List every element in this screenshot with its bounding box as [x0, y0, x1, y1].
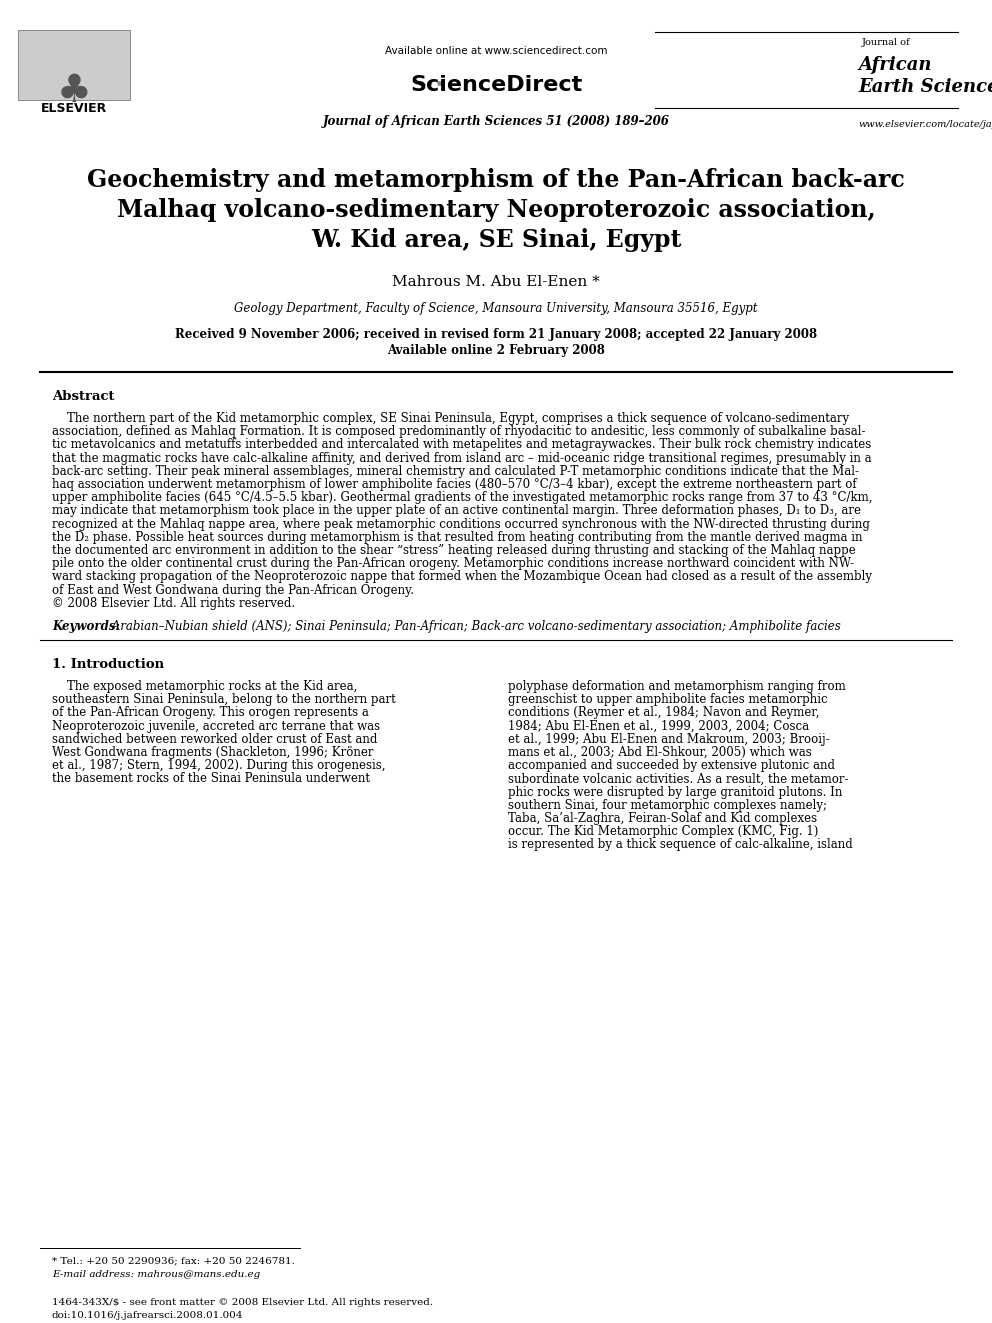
Text: may indicate that metamorphism took place in the upper plate of an active contin: may indicate that metamorphism took plac…: [52, 504, 861, 517]
Text: polyphase deformation and metamorphism ranging from: polyphase deformation and metamorphism r…: [508, 680, 846, 693]
Text: et al., 1987; Stern, 1994, 2002). During this orogenesis,: et al., 1987; Stern, 1994, 2002). During…: [52, 759, 386, 773]
Text: of East and West Gondwana during the Pan-African Orogeny.: of East and West Gondwana during the Pan…: [52, 583, 414, 597]
Text: ELSEVIER: ELSEVIER: [41, 102, 107, 115]
Text: 1984; Abu El-Enen et al., 1999, 2003, 2004; Cosca: 1984; Abu El-Enen et al., 1999, 2003, 20…: [508, 720, 809, 733]
Text: haq association underwent metamorphism of lower amphibolite facies (480–570 °C/3: haq association underwent metamorphism o…: [52, 478, 857, 491]
Text: greenschist to upper amphibolite facies metamorphic: greenschist to upper amphibolite facies …: [508, 693, 827, 706]
Text: Geochemistry and metamorphism of the Pan-African back-arc: Geochemistry and metamorphism of the Pan…: [87, 168, 905, 192]
Text: is represented by a thick sequence of calc-alkaline, island: is represented by a thick sequence of ca…: [508, 839, 853, 852]
FancyBboxPatch shape: [18, 30, 130, 101]
Text: Abstract: Abstract: [52, 390, 114, 404]
Text: phic rocks were disrupted by large granitoid plutons. In: phic rocks were disrupted by large grani…: [508, 786, 842, 799]
Text: southern Sinai, four metamorphic complexes namely;: southern Sinai, four metamorphic complex…: [508, 799, 827, 812]
Text: conditions (Reymer et al., 1984; Navon and Reymer,: conditions (Reymer et al., 1984; Navon a…: [508, 706, 819, 720]
Text: ward stacking propagation of the Neoproterozoic nappe that formed when the Mozam: ward stacking propagation of the Neoprot…: [52, 570, 872, 583]
Text: The northern part of the Kid metamorphic complex, SE Sinai Peninsula, Egypt, com: The northern part of the Kid metamorphic…: [52, 411, 849, 425]
Text: back-arc setting. Their peak mineral assemblages, mineral chemistry and calculat: back-arc setting. Their peak mineral ass…: [52, 464, 859, 478]
Text: Malhaq volcano-sedimentary Neoproterozoic association,: Malhaq volcano-sedimentary Neoproterozoi…: [117, 198, 875, 222]
Text: upper amphibolite facies (645 °C/4.5–5.5 kbar). Geothermal gradients of the inve: upper amphibolite facies (645 °C/4.5–5.5…: [52, 491, 873, 504]
Text: The exposed metamorphic rocks at the Kid area,: The exposed metamorphic rocks at the Kid…: [52, 680, 357, 693]
Text: Earth Sciences: Earth Sciences: [858, 78, 992, 97]
Text: southeastern Sinai Peninsula, belong to the northern part: southeastern Sinai Peninsula, belong to …: [52, 693, 396, 706]
Text: subordinate volcanic activities. As a result, the metamor-: subordinate volcanic activities. As a re…: [508, 773, 848, 786]
Text: African: African: [858, 56, 931, 74]
Text: sandwiched between reworked older crust of East and: sandwiched between reworked older crust …: [52, 733, 377, 746]
Text: the D₂ phase. Possible heat sources during metamorphism is that resulted from he: the D₂ phase. Possible heat sources duri…: [52, 531, 862, 544]
Text: West Gondwana fragments (Shackleton, 1996; Kröner: West Gondwana fragments (Shackleton, 199…: [52, 746, 374, 759]
Text: •••: •••: [416, 75, 444, 94]
Text: E-mail address: mahrous@mans.edu.eg: E-mail address: mahrous@mans.edu.eg: [52, 1270, 260, 1279]
Text: Mahrous M. Abu El-Enen *: Mahrous M. Abu El-Enen *: [392, 275, 600, 288]
Text: association, defined as Mahlaq Formation. It is composed predominantly of rhyoda: association, defined as Mahlaq Formation…: [52, 425, 865, 438]
Text: et al., 1999; Abu El-Enen and Makroum, 2003; Brooij-: et al., 1999; Abu El-Enen and Makroum, 2…: [508, 733, 829, 746]
Text: Available online 2 February 2008: Available online 2 February 2008: [387, 344, 605, 357]
Text: recognized at the Mahlaq nappe area, where peak metamorphic conditions occurred : recognized at the Mahlaq nappe area, whe…: [52, 517, 870, 531]
Text: Received 9 November 2006; received in revised form 21 January 2008; accepted 22 : Received 9 November 2006; received in re…: [175, 328, 817, 341]
Text: the documented arc environment in addition to the shear “stress” heating release: the documented arc environment in additi…: [52, 544, 856, 557]
Text: Arabian–Nubian shield (ANS); Sinai Peninsula; Pan-African; Back-arc volcano-sedi: Arabian–Nubian shield (ANS); Sinai Penin…: [108, 620, 841, 632]
Text: Journal of: Journal of: [862, 38, 911, 48]
Text: accompanied and succeeded by extensive plutonic and: accompanied and succeeded by extensive p…: [508, 759, 835, 773]
Text: © 2008 Elsevier Ltd. All rights reserved.: © 2008 Elsevier Ltd. All rights reserved…: [52, 597, 296, 610]
Text: Taba, Sa’al-Zaghra, Feiran-Solaf and Kid complexes: Taba, Sa’al-Zaghra, Feiran-Solaf and Kid…: [508, 812, 817, 826]
Text: the basement rocks of the Sinai Peninsula underwent: the basement rocks of the Sinai Peninsul…: [52, 773, 370, 786]
Text: * Tel.: +20 50 2290936; fax: +20 50 2246781.: * Tel.: +20 50 2290936; fax: +20 50 2246…: [52, 1256, 295, 1265]
Text: Keywords:: Keywords:: [52, 620, 120, 632]
Text: mans et al., 2003; Abd El-Shkour, 2005) which was: mans et al., 2003; Abd El-Shkour, 2005) …: [508, 746, 811, 759]
Text: ScienceDirect: ScienceDirect: [410, 75, 582, 95]
Text: Journal of African Earth Sciences 51 (2008) 189–206: Journal of African Earth Sciences 51 (20…: [322, 115, 670, 128]
Text: Geology Department, Faculty of Science, Mansoura University, Mansoura 35516, Egy: Geology Department, Faculty of Science, …: [234, 302, 758, 315]
Text: 1464-343X/$ - see front matter © 2008 Elsevier Ltd. All rights reserved.: 1464-343X/$ - see front matter © 2008 El…: [52, 1298, 434, 1307]
Text: of the Pan-African Orogeny. This orogen represents a: of the Pan-African Orogeny. This orogen …: [52, 706, 369, 720]
Text: tic metavolcanics and metatuffs interbedded and intercalated with metapelites an: tic metavolcanics and metatuffs interbed…: [52, 438, 871, 451]
Text: pile onto the older continental crust during the Pan-African orogeny. Metamorphi: pile onto the older continental crust du…: [52, 557, 854, 570]
Text: that the magmatic rocks have calc-alkaline affinity, and derived from island arc: that the magmatic rocks have calc-alkali…: [52, 451, 872, 464]
Text: occur. The Kid Metamorphic Complex (KMC, Fig. 1): occur. The Kid Metamorphic Complex (KMC,…: [508, 826, 818, 839]
Text: www.elsevier.com/locate/jafrearsci: www.elsevier.com/locate/jafrearsci: [858, 120, 992, 130]
Text: ♣: ♣: [57, 71, 91, 110]
Text: 1. Introduction: 1. Introduction: [52, 658, 164, 671]
Text: Neoproterozoic juvenile, accreted arc terrane that was: Neoproterozoic juvenile, accreted arc te…: [52, 720, 380, 733]
Text: W. Kid area, SE Sinai, Egypt: W. Kid area, SE Sinai, Egypt: [310, 228, 682, 251]
Text: doi:10.1016/j.jafrearsci.2008.01.004: doi:10.1016/j.jafrearsci.2008.01.004: [52, 1311, 243, 1320]
Text: Available online at www.sciencedirect.com: Available online at www.sciencedirect.co…: [385, 46, 607, 56]
